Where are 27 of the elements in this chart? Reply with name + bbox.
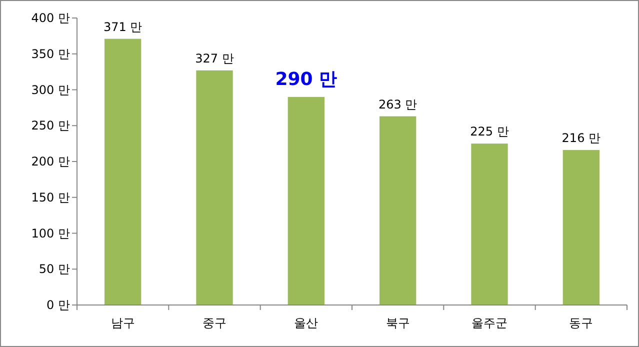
bar (196, 70, 233, 305)
data-label: 216 만 (562, 131, 601, 146)
data-label: 371 만 (103, 20, 142, 34)
x-tick-label: 남구 (110, 316, 135, 330)
y-tick-label: 250 만 (31, 118, 70, 133)
bar (380, 116, 416, 305)
data-label: 263 만 (378, 97, 418, 112)
x-tick-label: 울주군 (472, 316, 508, 330)
x-tick-label: 울산 (294, 316, 318, 330)
y-tick-label: 150 만 (31, 190, 70, 204)
data-label: 327 만 (195, 51, 234, 66)
y-tick-label: 300 만 (31, 82, 70, 97)
y-tick-label: 400 만 (31, 11, 70, 25)
y-tick-label: 50 만 (38, 262, 70, 276)
bar (288, 96, 324, 305)
data-label: 225 만 (470, 124, 509, 139)
bar (562, 150, 600, 305)
annotation: 290 만 (275, 68, 338, 90)
bar (471, 144, 508, 305)
x-tick-label: 중구 (202, 316, 226, 330)
bar (104, 38, 142, 305)
y-tick-label: 350 만 (31, 46, 70, 61)
x-tick-label: 동구 (569, 316, 594, 330)
y-tick-label: 0 만 (46, 298, 70, 312)
y-tick-label: 200 만 (31, 154, 70, 168)
x-tick-label: 북구 (386, 316, 410, 330)
y-tick-label: 100 만 (31, 226, 70, 240)
